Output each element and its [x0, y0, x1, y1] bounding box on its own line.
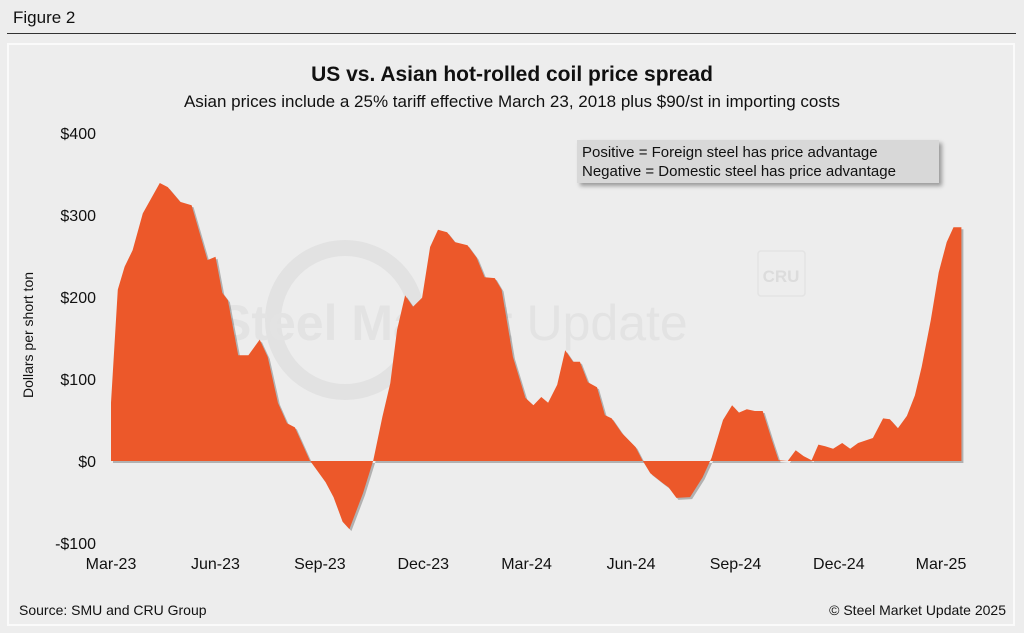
x-tick-label: Mar-24 [501, 556, 552, 573]
x-tick-label: Sep-24 [710, 556, 762, 573]
chart-title: US vs. Asian hot-rolled coil price sprea… [311, 63, 713, 86]
copyright-note: © Steel Market Update 2025 [829, 602, 1006, 618]
y-axis-label: Dollars per short ton [20, 271, 36, 399]
x-tick-label: Sep-23 [294, 556, 346, 573]
x-tick-label: Jun-24 [607, 556, 656, 573]
y-tick-label: $400 [60, 126, 96, 143]
source-note: Source: SMU and CRU Group [19, 602, 207, 618]
y-tick-label: -$100 [55, 536, 96, 553]
y-tick-label: $0 [78, 454, 96, 471]
y-tick-label: $100 [60, 372, 96, 389]
x-tick-label: Mar-25 [916, 556, 967, 573]
x-axis: Mar-23 Jun-23 Sep-23 Dec-23 Mar-24 Jun-24 Sep-… [86, 556, 967, 573]
x-tick-label: Mar-23 [86, 556, 137, 573]
spread-area [111, 183, 962, 530]
figure-label: Figure 2 [13, 8, 76, 27]
x-tick-label: Jun-23 [191, 556, 240, 573]
y-tick-label: $300 [60, 208, 96, 225]
legend-negative: Negative = Domestic steel has price adva… [582, 163, 896, 180]
y-tick-label: $200 [60, 290, 96, 307]
series-layer [111, 183, 964, 532]
header-divider [7, 33, 1016, 34]
watermark-badge [757, 250, 806, 297]
legend: Positive = Foreign steel has price advan… [577, 140, 939, 183]
y-axis: -$100 $0 $100 $200 $300 $400 [55, 126, 96, 553]
x-tick-label: Dec-23 [397, 556, 449, 573]
chart-subtitle: Asian prices include a 25% tariff effect… [183, 92, 841, 111]
watermark-badge-text: CRU [763, 267, 800, 286]
legend-positive: Positive = Foreign steel has price advan… [582, 144, 878, 161]
x-tick-label: Dec-24 [813, 556, 865, 573]
